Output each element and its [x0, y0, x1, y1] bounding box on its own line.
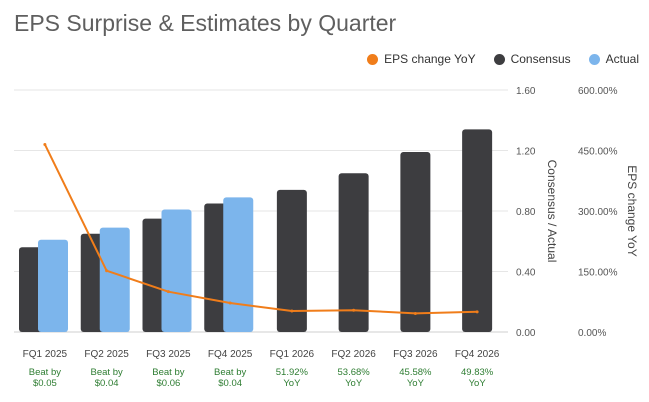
legend-item-actual[interactable]: Actual	[588, 52, 639, 66]
quarter-note-line1: 53.68%	[338, 367, 371, 378]
legend-eps-change-label: EPS change YoY	[384, 52, 476, 66]
eps-change-point	[43, 142, 47, 146]
actual-bar	[99, 227, 130, 332]
right-tick-label: 450.00%	[578, 147, 618, 158]
quarter-note-line1: 51.92%	[276, 367, 309, 378]
consensus-bar	[400, 152, 431, 332]
eps-change-point	[166, 290, 170, 294]
quarter-note-line1: Beat by	[152, 367, 184, 378]
left-tick-label: 1.20	[516, 147, 536, 158]
legend-consensus-label: Consensus	[510, 52, 571, 66]
legend-eps-change-marker	[367, 53, 379, 65]
legend: EPS change YoY Consensus Actual	[367, 52, 639, 66]
x-tick-label: FQ1 2025	[23, 349, 68, 360]
left-axis-title: Consensus / Actual	[545, 160, 559, 263]
legend-item-eps-change[interactable]: EPS change YoY	[367, 52, 476, 66]
quarter-note-line2: YoY	[345, 378, 363, 389]
right-tick-label: 0.00%	[578, 328, 606, 339]
quarter-note-line2: YoY	[469, 378, 487, 389]
legend-item-consensus[interactable]: Consensus	[493, 52, 571, 66]
quarter-note-line2: $0.04	[218, 378, 242, 389]
eps-change-point	[228, 301, 232, 305]
legend-consensus-marker	[493, 53, 505, 65]
left-tick-label: 0.40	[516, 268, 536, 279]
quarter-note-line1: Beat by	[214, 367, 246, 378]
right-tick-label: 600.00%	[578, 86, 618, 97]
x-tick-label: FQ1 2026	[270, 349, 315, 360]
x-tick-label: FQ4 2025	[208, 349, 253, 360]
consensus-bar	[462, 129, 493, 332]
legend-actual-marker	[588, 53, 600, 65]
actual-bar	[38, 239, 68, 332]
eps-change-point	[290, 309, 294, 313]
right-axis-title: EPS change YoY	[625, 165, 639, 256]
quarter-note-line1: 45.58%	[399, 367, 432, 378]
x-tick-label: FQ3 2026	[393, 349, 438, 360]
x-tick-label: FQ3 2025	[146, 349, 191, 360]
quarter-note-line1: Beat by	[29, 367, 61, 378]
eps-change-point	[475, 310, 479, 314]
quarter-note-line2: YoY	[407, 378, 425, 389]
quarter-note-line2: $0.06	[156, 378, 180, 389]
right-tick-label: 300.00%	[578, 207, 618, 218]
left-tick-label: 1.60	[516, 86, 536, 97]
consensus-bar	[276, 189, 307, 332]
x-tick-label: FQ4 2026	[455, 349, 500, 360]
left-tick-label: 0.80	[516, 207, 536, 218]
quarter-note-line2: YoY	[283, 378, 301, 389]
x-tick-label: FQ2 2026	[331, 349, 376, 360]
eps-change-point	[352, 308, 356, 312]
x-tick-label: FQ2 2025	[84, 349, 129, 360]
eps-change-point	[413, 311, 417, 315]
right-tick-label: 150.00%	[578, 268, 618, 279]
legend-actual-label: Actual	[605, 52, 639, 66]
left-tick-label: 0.00	[516, 328, 536, 339]
quarter-note-line1: 49.83%	[461, 367, 494, 378]
eps-change-point	[105, 269, 109, 273]
quarter-note-line1: Beat by	[91, 367, 123, 378]
actual-bar	[223, 197, 254, 332]
eps-change-line	[44, 143, 478, 315]
chart-title: EPS Surprise & Estimates by Quarter	[14, 10, 397, 36]
consensus-bar	[338, 173, 369, 332]
actual-bar	[161, 209, 192, 332]
quarter-note-line2: $0.04	[95, 378, 119, 389]
quarter-note-line2: $0.05	[33, 378, 57, 389]
